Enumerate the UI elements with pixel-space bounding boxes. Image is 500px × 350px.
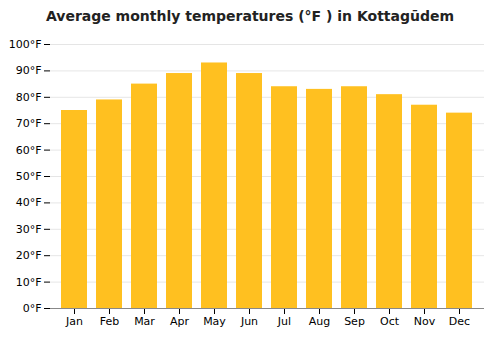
svg-text:Oct: Oct (380, 315, 400, 328)
svg-text:60°F: 60°F (16, 144, 42, 157)
svg-text:Nov: Nov (414, 315, 436, 328)
svg-text:Feb: Feb (100, 315, 119, 328)
html-text:Average monthly temperatures (: Average monthly temperatures (°F ) in Ko… (45, 8, 455, 24)
svg-text:Sep: Sep (344, 315, 365, 328)
svg-text:Aug: Aug (309, 315, 330, 328)
svg-text:90°F: 90°F (16, 64, 42, 77)
svg-text:20°F: 20°F (16, 249, 42, 262)
svg-text:Jan: Jan (65, 315, 83, 328)
svg-text:May: May (203, 315, 226, 328)
svg-text:70°F: 70°F (16, 117, 42, 130)
svg-text:Jul: Jul (277, 315, 291, 328)
svg-text:Dec: Dec (449, 315, 470, 328)
svg-text:Apr: Apr (170, 315, 190, 328)
svg-text:80°F: 80°F (16, 91, 42, 104)
svg-text:Mar: Mar (134, 315, 155, 328)
svg-text:30°F: 30°F (16, 223, 42, 236)
svg-text:40°F: 40°F (16, 196, 42, 209)
svg-text:Jun: Jun (240, 315, 258, 328)
svg-text:100°F: 100°F (9, 38, 42, 51)
svg-text:50°F: 50°F (16, 170, 42, 183)
svg-text:0°F: 0°F (23, 302, 42, 315)
svg-text:10°F: 10°F (16, 276, 42, 289)
